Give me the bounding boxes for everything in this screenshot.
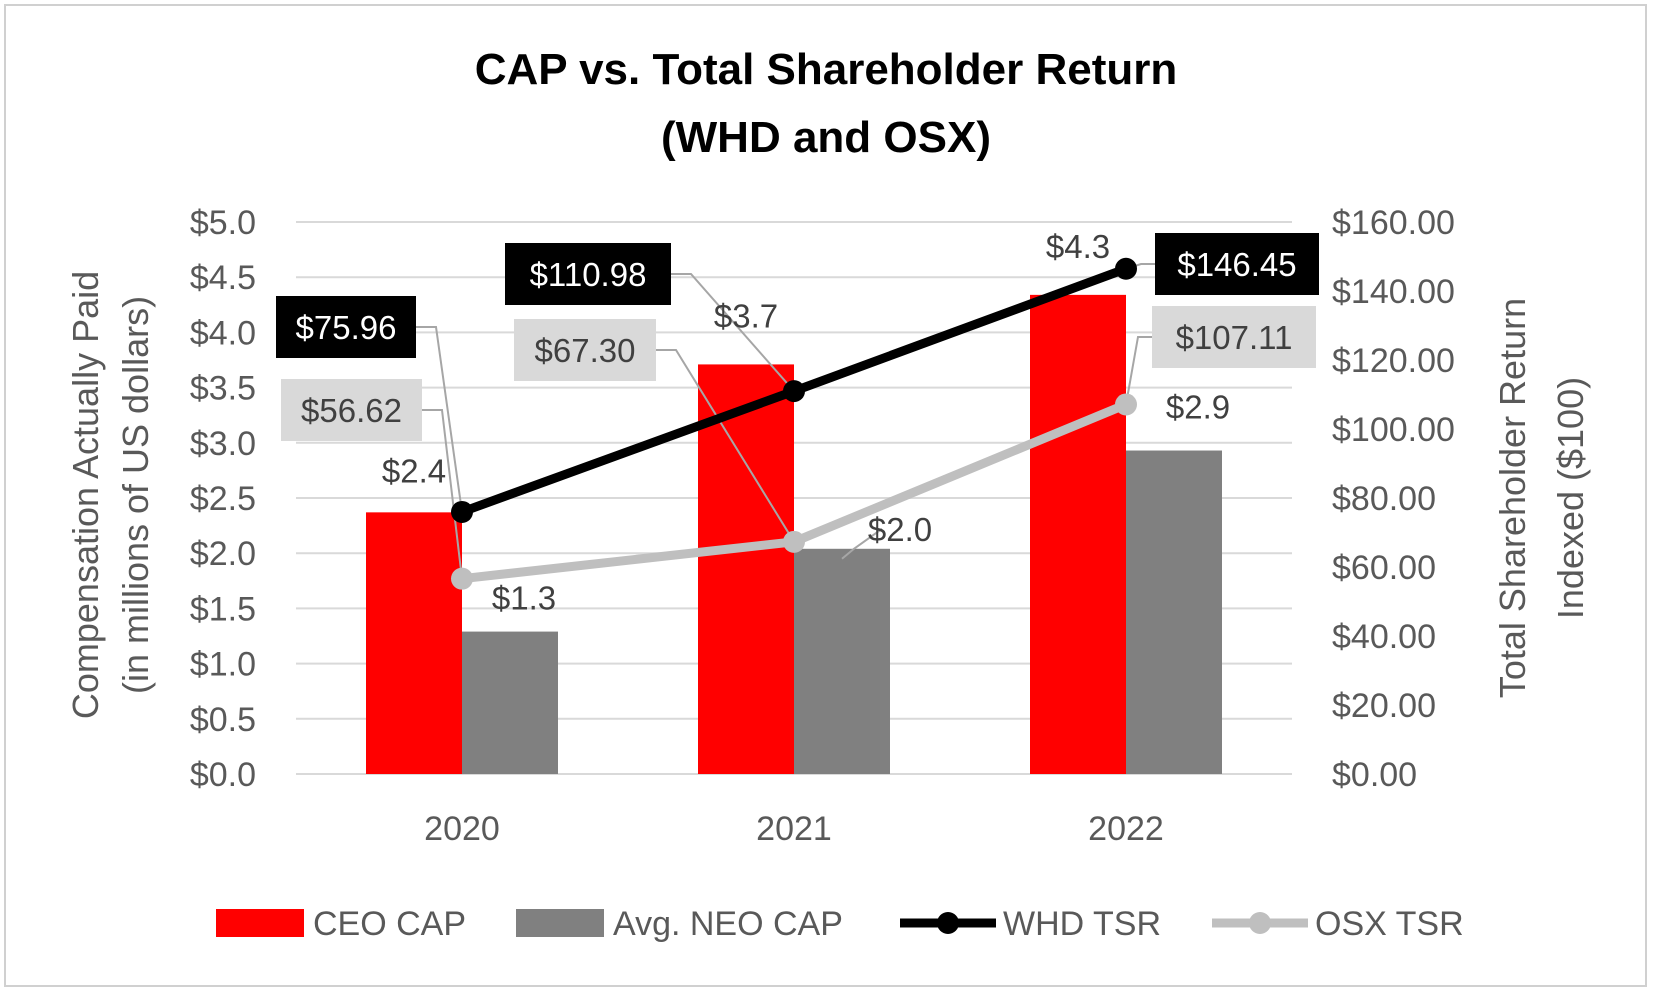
whd-tsr-callout-leader	[416, 326, 463, 513]
bar-neo-cap	[462, 631, 558, 774]
y2-tick-label: $140.00	[1332, 273, 1455, 311]
whd-tsr-point	[1115, 257, 1137, 280]
neo-cap-data-label: $2.0	[868, 511, 932, 548]
y-tick-label: $1.0	[190, 646, 256, 684]
ceo-cap-data-label: $2.4	[382, 452, 446, 489]
ceo-cap-data-label: $3.7	[714, 297, 778, 334]
y2-tick-label: $120.00	[1332, 342, 1455, 380]
legend: CEO CAP Avg. NEO CAP WHD TSR OSX TSR	[216, 905, 1464, 943]
whd-tsr-callout-box	[1155, 233, 1319, 295]
legend-label-osx-tsr: OSX TSR	[1315, 905, 1464, 943]
legend-label-whd-tsr: WHD TSR	[1003, 905, 1161, 943]
line-data-callouts: $75.96 $110.98 $146.45 $56.62 $67.30 $107.11	[276, 233, 1319, 441]
bar-ceo-cap	[698, 364, 794, 774]
legend-label-ceo-cap: CEO CAP	[313, 905, 466, 943]
y-axis-title-line-2: (in millions of US dollars)	[115, 296, 156, 694]
osx-tsr-callout-leader	[1125, 336, 1152, 405]
whd-tsr-callout-box	[276, 296, 416, 358]
neo-label-leader	[841, 527, 883, 560]
y-tick-label: $0.0	[190, 756, 256, 794]
bar-neo-cap	[794, 548, 890, 774]
x-tick-label: 2022	[1088, 810, 1164, 848]
osx-tsr-callout-label: $67.30	[535, 332, 636, 369]
y2-axis-title-line-2: Indexed ($100)	[1550, 377, 1591, 619]
osx-tsr-point	[451, 567, 473, 590]
whd-tsr-callout-label: $75.96	[296, 309, 397, 346]
legend-swatch-ceo-cap	[216, 909, 304, 937]
bars	[366, 294, 1222, 774]
y2-tick-label: $80.00	[1332, 480, 1436, 518]
y-tick-label: $3.5	[190, 370, 256, 408]
y2-tick-label: $60.00	[1332, 549, 1436, 587]
bar-ceo-cap	[366, 512, 462, 774]
chart-title-line-1: CAP vs. Total Shareholder Return	[475, 45, 1178, 94]
bar-ceo-cap	[1030, 294, 1126, 774]
x-tick-label: 2021	[756, 810, 832, 848]
x-axis-ticks: 2020 2021 2022	[424, 810, 1164, 848]
callout-leaders	[416, 263, 1155, 579]
neo-cap-data-label: $2.9	[1166, 389, 1230, 426]
bar-data-labels: $2.4 $3.7 $4.3 $1.3 $2.0 $2.9	[382, 228, 1230, 617]
osx-tsr-callout-box	[514, 319, 656, 381]
y2-tick-label: $100.00	[1332, 411, 1455, 449]
y2-axis-title-line-1: Total Shareholder Return	[1492, 298, 1533, 698]
y-tick-label: $2.0	[190, 535, 256, 573]
y2-tick-label: $0.00	[1332, 756, 1417, 794]
bar-neo-cap	[1126, 450, 1222, 774]
y-tick-label: $4.0	[190, 314, 256, 352]
legend-swatch-neo-cap	[516, 909, 604, 937]
y-tick-label: $3.0	[190, 425, 256, 463]
whd-tsr-point	[451, 500, 473, 523]
whd-tsr-callout-leader	[671, 273, 795, 392]
osx-tsr-callout-leader	[656, 349, 795, 543]
ceo-cap-data-label: $4.3	[1046, 228, 1110, 265]
whd-tsr-callout-label: $146.45	[1177, 246, 1296, 283]
whd-tsr-callout-label: $110.98	[530, 256, 647, 293]
osx-tsr-callout-leader	[422, 409, 463, 579]
neo-cap-data-label: $1.3	[492, 580, 556, 617]
y-tick-label: $1.5	[190, 590, 256, 628]
osx-tsr-point	[1115, 393, 1137, 416]
y-tick-label: $2.5	[190, 480, 256, 518]
osx-tsr-callout-box	[1152, 306, 1316, 368]
lines	[451, 257, 1137, 590]
whd-tsr-callout-box	[505, 243, 671, 305]
legend-marker-osx-tsr	[1249, 912, 1271, 934]
y-axis-title-line-1: Compensation Actually Paid	[65, 271, 106, 719]
y2-tick-label: $40.00	[1332, 618, 1436, 656]
chart-frame	[4, 4, 1647, 987]
legend-label-neo-cap: Avg. NEO CAP	[613, 905, 843, 943]
legend-marker-whd-tsr	[937, 912, 959, 934]
chart-title-line-2: (WHD and OSX)	[661, 113, 991, 162]
y2-tick-label: $20.00	[1332, 687, 1436, 725]
osx-tsr-point	[783, 530, 805, 553]
x-tick-label: 2020	[424, 810, 500, 848]
y-tick-label: $5.0	[190, 204, 256, 242]
y-tick-label: $4.5	[190, 259, 256, 297]
osx-tsr-callout-label: $56.62	[301, 392, 402, 429]
y2-axis-ticks: $0.00 $20.00 $40.00 $60.00 $80.00 $100.00 $120…	[1332, 204, 1455, 794]
y-axis-ticks: $0.0 $0.5 $1.0 $1.5 $2.0 $2.5 $3.0 $3.5 $4.0 $4.5…	[190, 204, 256, 794]
y2-tick-label: $160.00	[1332, 204, 1455, 242]
whd-tsr-point	[783, 380, 805, 403]
osx-tsr-callout-label: $107.11	[1176, 319, 1293, 356]
y-tick-label: $0.5	[190, 701, 256, 739]
osx-tsr-callout-box	[281, 379, 422, 441]
